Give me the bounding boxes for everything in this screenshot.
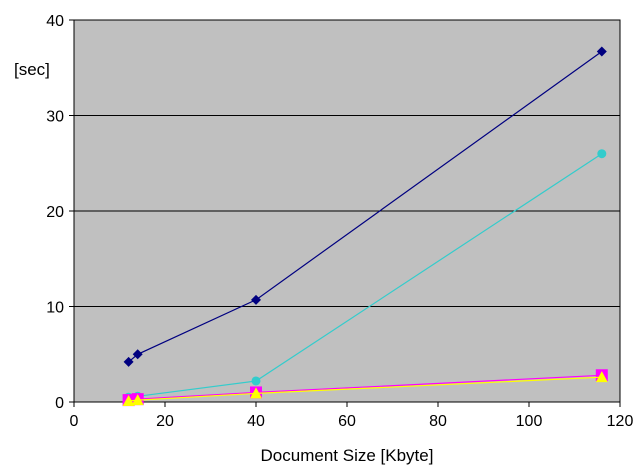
data-point-circle xyxy=(251,376,261,386)
data-point-triangle xyxy=(250,387,262,399)
data-point-triangle xyxy=(595,371,608,383)
data-point-diamond xyxy=(123,356,134,367)
x-tick-label: 60 xyxy=(338,413,356,430)
series-line xyxy=(128,51,603,363)
axes: 0 10 20 30 40 0 20 40 60 80 100 120 xyxy=(46,13,633,430)
x-tick-label: 100 xyxy=(516,413,543,430)
x-tick-label: 0 xyxy=(70,413,79,430)
y-axis-title: [sec] xyxy=(14,60,50,79)
y-tick-label: 20 xyxy=(46,204,64,221)
series-layer xyxy=(122,46,608,407)
x-tick-label: 20 xyxy=(156,413,174,430)
y-tick-label: 10 xyxy=(46,300,64,317)
x-tick-label: 80 xyxy=(429,413,447,430)
data-point-diamond xyxy=(132,349,143,360)
series-line xyxy=(128,376,602,402)
x-tick-label: 40 xyxy=(247,413,265,430)
gridlines xyxy=(74,115,620,307)
data-point-triangle xyxy=(131,394,144,406)
y-tick-label: 40 xyxy=(46,13,64,30)
data-point-diamond xyxy=(251,294,261,305)
y-tick-label: 0 xyxy=(55,395,64,412)
data-point-circle xyxy=(597,149,607,159)
data-point-triangle xyxy=(122,395,135,407)
y-tick-label: 30 xyxy=(46,109,64,126)
series-4 xyxy=(122,371,608,407)
series-1 xyxy=(123,46,607,367)
x-axis-title: Document Size [Kbyte] xyxy=(261,446,434,465)
x-tick-label: 120 xyxy=(607,413,634,430)
data-point-diamond xyxy=(596,46,607,57)
